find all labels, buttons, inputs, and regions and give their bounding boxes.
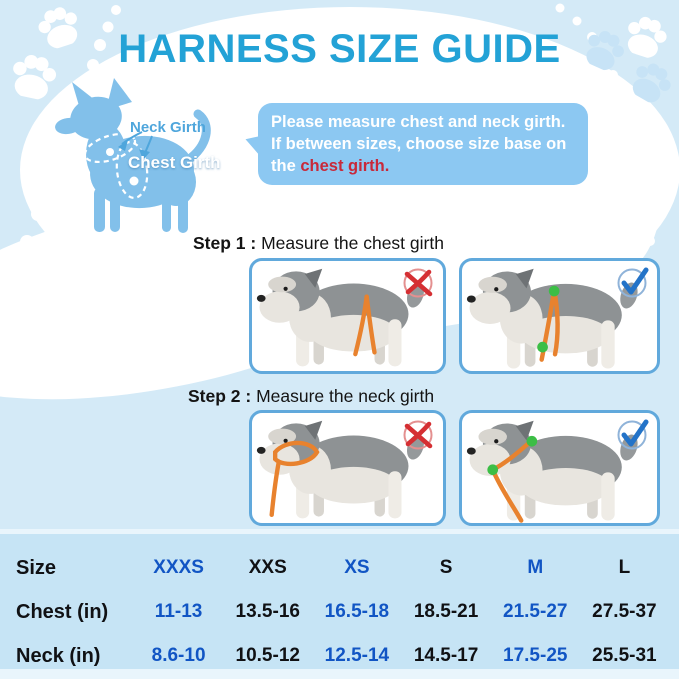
size-l: L xyxy=(618,557,631,578)
note-chest-girth-highlight: chest girth. xyxy=(300,157,390,175)
neck-value: 17.5-25 xyxy=(503,645,568,666)
step1-correct-example-card xyxy=(459,258,660,374)
dog-photo-wrong-neck xyxy=(256,420,427,519)
dog-photo-wrong-chest xyxy=(256,268,427,367)
measuring-strap xyxy=(539,287,560,362)
chest-value: 27.5-37 xyxy=(592,601,657,622)
table-divider-bottom xyxy=(0,669,679,679)
neck-point xyxy=(106,148,114,156)
size-xs: XS xyxy=(344,557,370,578)
dog-measuring-diagram: Neck Girth Chest Girth xyxy=(54,78,246,236)
size-s: S xyxy=(439,557,453,578)
chest-value: 11-13 xyxy=(154,601,203,622)
table-row-chest: Chest (in) 11-13 13.5-16 16.5-18 18.5-21… xyxy=(0,590,679,634)
neck-value: 12.5-14 xyxy=(324,645,390,666)
neck-value: 25.5-31 xyxy=(592,645,657,666)
measure-point-bottom xyxy=(487,464,499,476)
neck-girth-label: Neck Girth xyxy=(130,119,206,136)
wrong-mark-icon xyxy=(401,418,435,452)
step-2-heading: Step 2 : Measure the neck girth xyxy=(188,386,434,407)
step2-correct-example-card xyxy=(459,410,660,526)
step-1-heading: Step 1 : Measure the chest girth xyxy=(193,233,444,254)
measuring-note-bubble: Please measure chest and neck girth. If … xyxy=(258,103,588,185)
step-2-label: Step 2 : xyxy=(188,386,252,406)
note-line-1: Please measure chest and neck girth. xyxy=(271,113,566,131)
dog-photo-correct-neck xyxy=(466,420,641,523)
size-xxs: XXS xyxy=(248,557,287,578)
measure-point-bottom xyxy=(537,341,548,353)
note-line-3: the chest girth. xyxy=(271,155,575,177)
measure-point-top xyxy=(526,435,538,447)
size-table: Size XXXS XXS XS S M L Chest (in) 11-13 … xyxy=(0,534,679,679)
size-m: M xyxy=(527,557,544,578)
chest-value: 18.5-21 xyxy=(413,601,479,622)
chest-value: 13.5-16 xyxy=(235,601,300,622)
neck-value: 10.5-12 xyxy=(235,645,300,666)
chest-point xyxy=(129,176,139,186)
step2-wrong-example-card xyxy=(249,410,446,526)
girth-guides xyxy=(83,132,149,199)
measuring-strap xyxy=(353,294,377,357)
row-label-chest: Chest (in) xyxy=(16,600,109,623)
neck-value: 8.6-10 xyxy=(151,645,206,666)
step1-wrong-example-card xyxy=(249,258,446,374)
correct-mark-icon xyxy=(615,418,649,452)
table-row-sizes: Size XXXS XXS XS S M L xyxy=(0,546,679,590)
row-label-size: Size xyxy=(16,556,57,579)
chest-girth-label: Chest Girth xyxy=(128,153,221,172)
step-2-instruction: Measure the neck girth xyxy=(251,386,435,406)
note-line-2: If between sizes, choose size base on xyxy=(271,135,567,153)
step-1-label: Step 1 : xyxy=(193,233,257,253)
dog-tail xyxy=(183,109,211,165)
table-row-neck: Neck (in) 8.6-10 10.5-12 12.5-14 14.5-17… xyxy=(0,634,679,678)
neck-value: 14.5-17 xyxy=(413,645,479,666)
measuring-strap xyxy=(269,440,320,518)
chest-value: 16.5-18 xyxy=(324,601,390,622)
row-label-neck: Neck (in) xyxy=(16,644,101,667)
chest-value: 21.5-27 xyxy=(503,601,568,622)
note-line-3-prefix: the xyxy=(271,157,301,175)
correct-mark-icon xyxy=(615,266,649,300)
size-xxxs: XXXS xyxy=(153,557,204,578)
step-1-instruction: Measure the chest girth xyxy=(256,233,444,253)
dog-photo-correct-chest xyxy=(466,268,641,369)
table-divider-top xyxy=(0,529,679,534)
measure-point-top xyxy=(548,285,560,297)
chihuahua-illustration xyxy=(55,78,211,233)
page-title: HARNESS SIZE GUIDE xyxy=(118,27,561,71)
wrong-mark-icon xyxy=(401,266,435,300)
